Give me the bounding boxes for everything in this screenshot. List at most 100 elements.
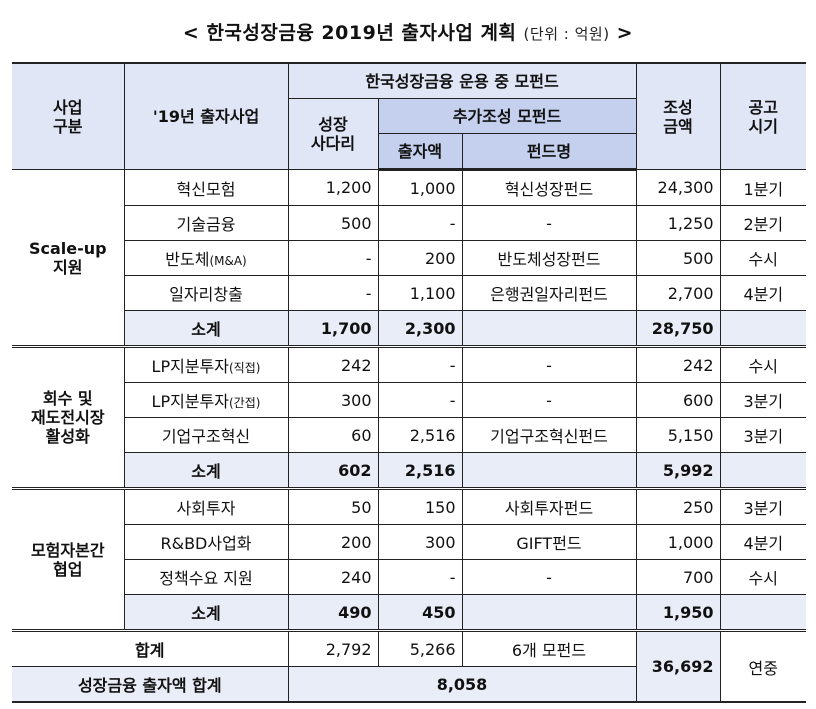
investment-cell: 1,000 xyxy=(377,169,463,206)
table-row: LP지분투자(간접) 300 - - 600 3분기 xyxy=(12,382,807,418)
timing-cell: 4분기 xyxy=(719,275,807,311)
investment-cell: 200 xyxy=(377,240,463,276)
investment-cell: - xyxy=(377,559,463,595)
header-growth-ladder-line1: 성장 xyxy=(318,115,348,134)
fund-cell: - xyxy=(461,382,637,418)
table-row: 정책수요 지원 240 - - 700 수시 xyxy=(12,559,807,595)
timing-cell: 수시 xyxy=(719,240,807,276)
total-label: 합계 xyxy=(12,630,289,667)
ladder-cell: 1,200 xyxy=(287,169,379,206)
subtotal-fund-empty xyxy=(461,452,637,490)
table-row: R&BD사업화 200 300 GIFT펀드 1,000 4분기 xyxy=(12,524,807,560)
title-main: < 한국성장금융 2019년 출자사업 계획 xyxy=(182,22,517,44)
program-cell: 사회투자 xyxy=(123,488,289,525)
program-cell: 반도체(M&A) xyxy=(124,240,289,276)
amount-cell: 5,150 xyxy=(635,417,721,453)
amount-cell: 250 xyxy=(635,488,721,525)
subtotal-ladder: 490 xyxy=(287,594,379,632)
total-fund: 6개 모펀드 xyxy=(461,630,637,667)
investment-plan-table: 사업 구분 '19년 출자사업 한국성장금융 운용 중 모펀드 조성 금액 공고… xyxy=(12,62,807,703)
category-cell: 모험자본간 협업 xyxy=(12,488,125,632)
program-cell: 일자리창출 xyxy=(124,275,289,311)
amount-cell: 242 xyxy=(635,346,721,383)
title-close: > xyxy=(616,22,634,44)
subtotal-investment: 2,300 xyxy=(377,310,463,348)
fund-cell: 기업구조혁신펀드 xyxy=(461,417,637,453)
subtotal-amount: 28,750 xyxy=(635,310,721,348)
program-name: 반도체 xyxy=(165,250,210,269)
header-additional: 추가조성 모펀드 xyxy=(377,98,637,134)
fund-cell: 사회투자펀드 xyxy=(461,488,637,525)
header-category-line1: 사업 xyxy=(53,97,83,117)
timing-cell: 2분기 xyxy=(719,205,807,241)
header-growth-ladder: 성장 사다리 xyxy=(288,98,379,170)
subtotal-label: 소계 xyxy=(124,310,289,348)
program-cell: 기업구조혁신 xyxy=(124,417,289,453)
ladder-cell: 60 xyxy=(287,417,379,453)
subtotal-ladder: 602 xyxy=(287,452,379,490)
category-cell: Scale-up 지원 xyxy=(12,169,125,348)
header-timing-line2: 시기 xyxy=(748,116,778,136)
timing-cell: 수시 xyxy=(719,346,807,383)
page-title: < 한국성장금융 2019년 출자사업 계획 (단위 : 억원) > xyxy=(0,18,816,45)
table-row: 모험자본간 협업 사회투자 50 150 사회투자펀드 250 3분기 xyxy=(12,488,807,632)
table-row: 회수 및 재도전시장 활성화 LP지분투자(직접) 242 - - 242 수시 xyxy=(12,346,807,490)
timing-cell: 3분기 xyxy=(719,488,807,525)
fund-cell: - xyxy=(461,205,637,241)
category-line1: 회수 및 xyxy=(42,389,93,408)
table-row: 기술금융 500 - - 1,250 2분기 xyxy=(12,205,807,241)
ladder-cell: - xyxy=(287,240,379,276)
investment-cell: - xyxy=(377,205,463,241)
table-row: 반도체(M&A) - 200 반도체성장펀드 500 수시 xyxy=(12,240,807,276)
category-line1: Scale-up xyxy=(28,238,107,258)
ladder-cell: 240 xyxy=(287,559,379,595)
ladder-cell: 300 xyxy=(287,382,379,418)
timing-cell: 4분기 xyxy=(719,524,807,560)
fund-cell: - xyxy=(461,559,637,595)
total-ladder: 2,792 xyxy=(287,630,379,667)
total-investment: 5,266 xyxy=(377,630,463,667)
subtotal-row: 소계 490 450 1,950 xyxy=(12,594,807,632)
header-timing: 공고 시기 xyxy=(719,62,807,170)
ladder-cell: 242 xyxy=(287,346,379,383)
fund-cell: 은행권일자리펀드 xyxy=(461,275,637,311)
subtotal-fund-empty xyxy=(461,594,637,632)
ladder-cell: - xyxy=(287,275,379,311)
investment-cell: 1,100 xyxy=(377,275,463,311)
investment-cell: 150 xyxy=(377,488,463,525)
subtotal-timing-empty xyxy=(719,452,807,490)
header-growth-ladder-line2: 사다리 xyxy=(310,134,356,153)
timing-cell: 3분기 xyxy=(719,417,807,453)
amount-cell: 700 xyxy=(635,559,721,595)
amount-cell: 600 xyxy=(635,382,721,418)
investment-cell: - xyxy=(377,346,463,383)
subtotal-label: 소계 xyxy=(124,594,289,632)
subtotal-investment: 450 xyxy=(377,594,463,632)
timing-cell: 수시 xyxy=(719,559,807,595)
total-amount: 36,692 xyxy=(635,630,721,703)
ladder-cell: 500 xyxy=(287,205,379,241)
subtotal-timing-empty xyxy=(719,594,807,632)
category-line2: 재도전시장 xyxy=(30,408,105,427)
ladder-cell: 50 xyxy=(287,488,379,525)
subtotal-amount: 1,950 xyxy=(635,594,721,632)
fund-cell: 반도체성장펀드 xyxy=(461,240,637,276)
table-row: Scale-up 지원 혁신모험 1,200 1,000 혁신성장펀드 24,3… xyxy=(12,169,807,348)
program-name: LP지분투자 xyxy=(151,392,229,411)
header-group-main: 한국성장금융 운용 중 모펀드 xyxy=(287,62,637,99)
header-fund-name: 펀드명 xyxy=(461,133,637,171)
header-amount-line2: 금액 xyxy=(663,116,693,136)
total-timing: 연중 xyxy=(719,630,807,703)
investment-cell: 2,516 xyxy=(377,417,463,453)
grand-total-row: 성장금융 출자액 합계 8,058 xyxy=(12,666,806,703)
header-investment: 출자액 xyxy=(378,133,463,171)
subtotal-ladder: 1,700 xyxy=(287,310,379,348)
fund-cell: 혁신성장펀드 xyxy=(461,169,637,206)
table-row: 기업구조혁신 60 2,516 기업구조혁신펀드 5,150 3분기 xyxy=(12,417,807,453)
header-amount-line1: 조성 xyxy=(663,97,693,117)
header-category-line2: 구분 xyxy=(53,116,83,136)
amount-cell: 1,250 xyxy=(635,205,721,241)
fund-cell: GIFT펀드 xyxy=(461,524,637,560)
program-cell: R&BD사업화 xyxy=(124,524,289,560)
subtotal-timing-empty xyxy=(719,310,807,348)
